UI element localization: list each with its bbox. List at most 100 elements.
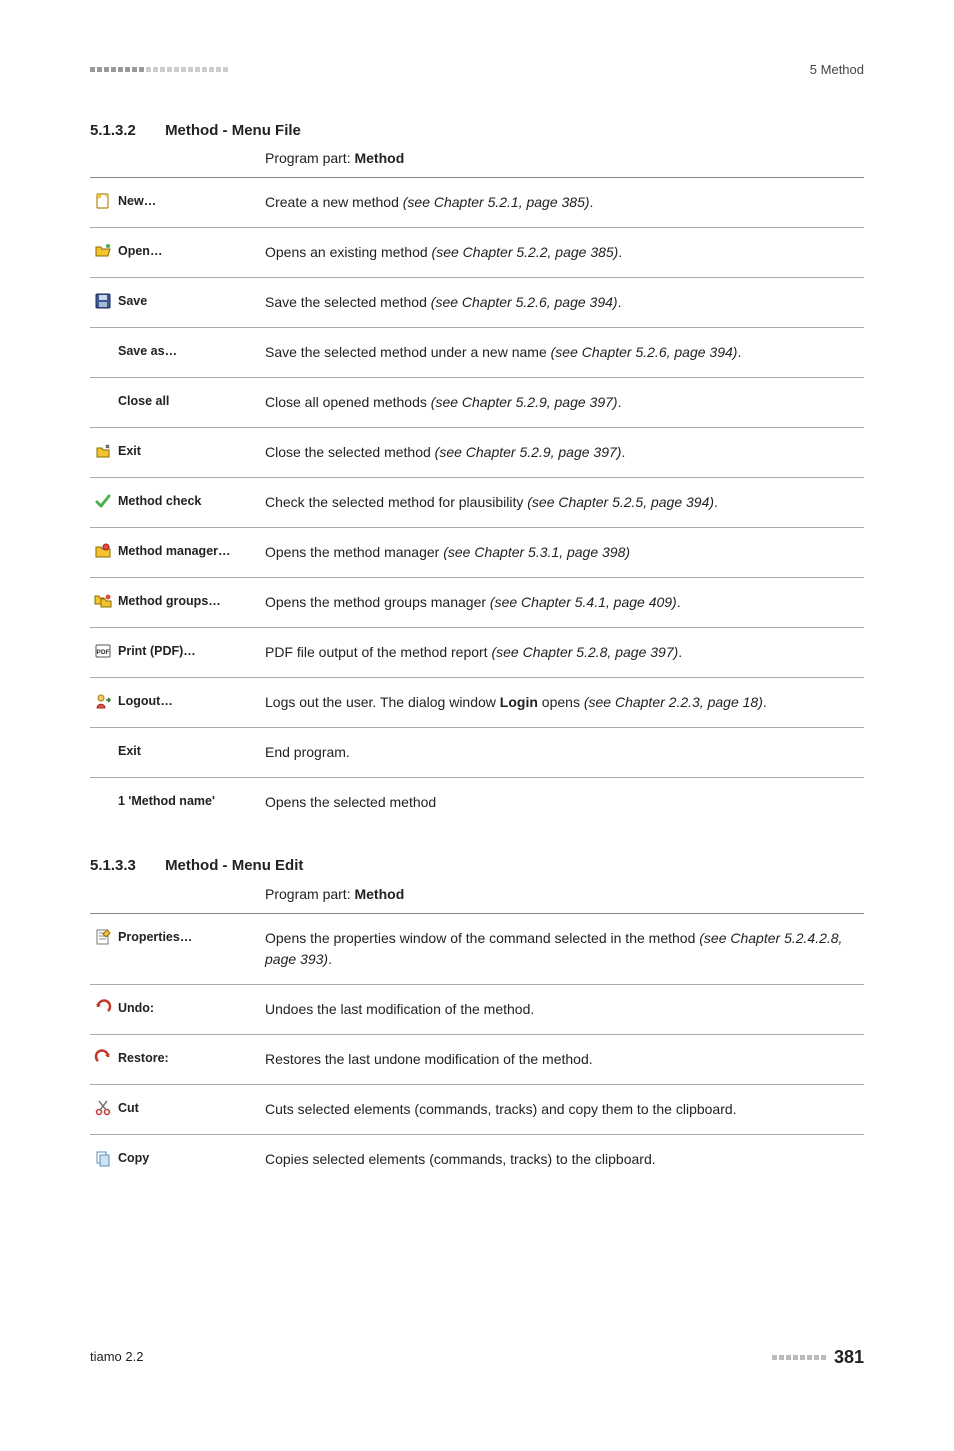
menu-item-label-text: Restore: bbox=[118, 1049, 169, 1068]
desc-mid: opens bbox=[538, 694, 584, 710]
desc-text: Undoes the last modification of the meth… bbox=[265, 1001, 534, 1017]
desc-text: Opens the selected method bbox=[265, 794, 436, 810]
menu-row: PDF Print (PDF)… PDF file output of the me… bbox=[90, 628, 864, 678]
open-icon bbox=[94, 242, 112, 260]
desc-suffix: . bbox=[737, 344, 741, 360]
menu-item-label[interactable]: New… bbox=[90, 192, 265, 211]
restore-icon bbox=[94, 1049, 112, 1067]
close-icon bbox=[94, 442, 112, 460]
desc-suffix: . bbox=[590, 194, 594, 210]
desc-suffix: . bbox=[763, 694, 767, 710]
program-part-value: Method bbox=[354, 150, 404, 166]
desc-reference: (see Chapter 2.2.3, page 18) bbox=[584, 694, 763, 710]
section-number: 5.1.3.2 bbox=[90, 122, 136, 139]
menu-item-label[interactable]: Exit bbox=[90, 742, 265, 761]
menu-item-label-text: Exit bbox=[118, 742, 141, 761]
menu-item-label[interactable]: Method check bbox=[90, 492, 265, 511]
pdf-icon: PDF bbox=[94, 642, 112, 660]
menu-item-label[interactable]: Save bbox=[90, 292, 265, 311]
menu-item-label[interactable]: Method groups… bbox=[90, 592, 265, 611]
menu-item-label[interactable]: Open… bbox=[90, 242, 265, 261]
menu-item-label[interactable]: Method manager… bbox=[90, 542, 265, 561]
menu-item-label[interactable]: PDF Print (PDF)… bbox=[90, 642, 265, 661]
menu-row: Open…Opens an existing method (see Chapt… bbox=[90, 228, 864, 278]
desc-reference: (see Chapter 5.2.1, page 385) bbox=[403, 194, 590, 210]
desc-suffix: . bbox=[618, 394, 622, 410]
menu-item-label[interactable]: Undo: bbox=[90, 999, 265, 1018]
header-decoration bbox=[90, 67, 228, 72]
menu-item-description: Opens the method groups manager (see Cha… bbox=[265, 592, 864, 613]
menu-item-description: Cuts selected elements (commands, tracks… bbox=[265, 1099, 864, 1120]
desc-reference: (see Chapter 5.2.5, page 394) bbox=[527, 494, 714, 510]
new-icon bbox=[94, 192, 112, 210]
save-icon bbox=[94, 292, 112, 310]
menu-row: Restore: Restores the last undone modific… bbox=[90, 1035, 864, 1085]
menu-item-description: Check the selected method for plausibili… bbox=[265, 492, 864, 513]
footer-left: tiamo 2.2 bbox=[90, 1347, 143, 1367]
desc-suffix: . bbox=[618, 294, 622, 310]
program-part-prefix: Program part: bbox=[265, 150, 354, 166]
menu-item-label[interactable]: 1 'Method name' bbox=[90, 792, 265, 811]
menu-item-description: Opens the selected method bbox=[265, 792, 864, 813]
program-part-line: Program part: Method bbox=[265, 884, 864, 905]
desc-text: Logs out the user. The dialog window bbox=[265, 694, 500, 710]
menu-item-description: Opens the method manager (see Chapter 5.… bbox=[265, 542, 864, 563]
menu-item-label-text: Save bbox=[118, 292, 147, 311]
footer-decoration bbox=[772, 1355, 826, 1360]
menu-item-description: Save the selected method under a new nam… bbox=[265, 342, 864, 363]
menu-item-label-text: Logout… bbox=[118, 692, 173, 711]
desc-suffix: . bbox=[678, 644, 682, 660]
menu-row: Save as…Save the selected method under a… bbox=[90, 328, 864, 378]
menu-item-description: Undoes the last modification of the meth… bbox=[265, 999, 864, 1020]
program-part-value: Method bbox=[354, 886, 404, 902]
menu-row: Copy Copies selected elements (commands, … bbox=[90, 1135, 864, 1184]
program-part-line: Program part: Method bbox=[265, 148, 864, 169]
menu-item-description: PDF file output of the method report (se… bbox=[265, 642, 864, 663]
menu-item-label-text: Properties… bbox=[118, 928, 192, 947]
check-icon bbox=[94, 492, 112, 510]
menu-item-label-text: Copy bbox=[118, 1149, 149, 1168]
desc-reference: (see Chapter 5.2.2, page 385) bbox=[432, 244, 619, 260]
menu-item-label[interactable]: Exit bbox=[90, 442, 265, 461]
menu-item-label-text: Open… bbox=[118, 242, 162, 261]
manager-icon bbox=[94, 542, 112, 560]
menu-item-label[interactable]: Restore: bbox=[90, 1049, 265, 1068]
page-footer: tiamo 2.2 381 bbox=[90, 1344, 864, 1371]
menu-item-description: Close the selected method (see Chapter 5… bbox=[265, 442, 864, 463]
desc-text: Opens the method manager bbox=[265, 544, 443, 560]
menu-item-label[interactable]: Save as… bbox=[90, 342, 265, 361]
menu-row: Method manager…Opens the method manager … bbox=[90, 528, 864, 578]
menu-item-label-text: Print (PDF)… bbox=[118, 642, 196, 661]
section-title: Method - Menu File bbox=[165, 122, 301, 139]
desc-text: Save the selected method under a new nam… bbox=[265, 344, 551, 360]
desc-text: Restores the last undone modification of… bbox=[265, 1051, 593, 1067]
menu-row: Undo:Undoes the last modification of the… bbox=[90, 985, 864, 1035]
cut-icon bbox=[94, 1099, 112, 1117]
menu-row: ExitEnd program. bbox=[90, 728, 864, 778]
desc-suffix: . bbox=[621, 444, 625, 460]
section-title: Method - Menu Edit bbox=[165, 857, 303, 874]
desc-reference: (see Chapter 5.2.9, page 397) bbox=[431, 394, 618, 410]
desc-text: Opens the properties window of the comma… bbox=[265, 930, 699, 946]
menu-item-label-text: Close all bbox=[118, 392, 169, 411]
menu-item-description: Logs out the user. The dialog window Log… bbox=[265, 692, 864, 713]
menu-item-label[interactable]: Close all bbox=[90, 392, 265, 411]
properties-icon bbox=[94, 928, 112, 946]
desc-reference: (see Chapter 5.2.8, page 397) bbox=[491, 644, 678, 660]
desc-reference: (see Chapter 5.2.9, page 397) bbox=[435, 444, 622, 460]
section-number: 5.1.3.3 bbox=[90, 857, 136, 874]
copy-icon bbox=[94, 1149, 112, 1167]
desc-suffix: . bbox=[714, 494, 718, 510]
desc-text: Copies selected elements (commands, trac… bbox=[265, 1151, 656, 1167]
desc-text: Close all opened methods bbox=[265, 394, 431, 410]
menu-item-label[interactable]: Copy bbox=[90, 1149, 265, 1168]
menu-item-label[interactable]: Properties… bbox=[90, 928, 265, 947]
menu-item-label[interactable]: Logout… bbox=[90, 692, 265, 711]
menu-item-label-text: 1 'Method name' bbox=[118, 792, 215, 811]
menu-item-label[interactable]: Cut bbox=[90, 1099, 265, 1118]
menu-row: New…Create a new method (see Chapter 5.2… bbox=[90, 178, 864, 228]
desc-reference: (see Chapter 5.2.6, page 394) bbox=[551, 344, 738, 360]
menu-item-label-text: New… bbox=[118, 192, 156, 211]
menu-item-description: Opens the properties window of the comma… bbox=[265, 928, 864, 970]
section-heading: 5.1.3.3 Method - Menu Edit bbox=[90, 855, 864, 878]
